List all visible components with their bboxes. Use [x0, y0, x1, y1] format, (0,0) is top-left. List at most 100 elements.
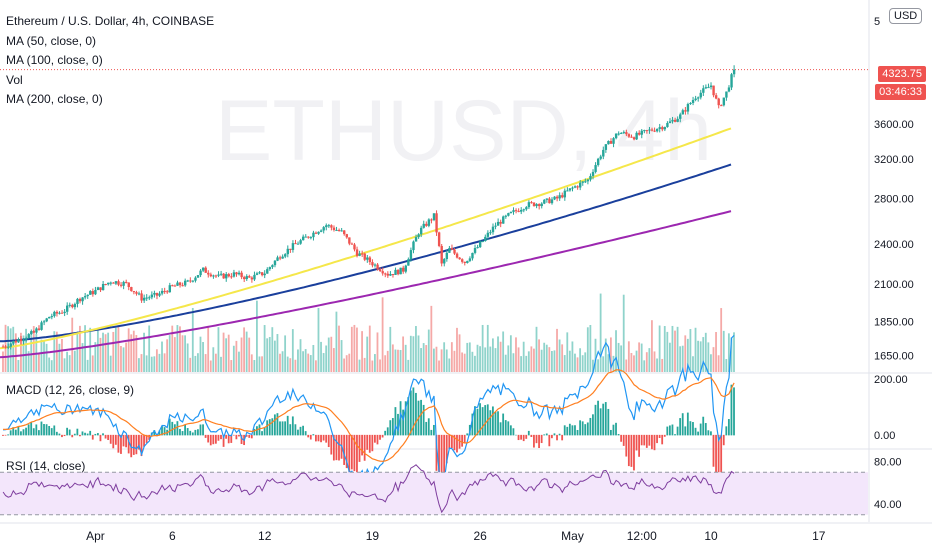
candle-body: [620, 133, 623, 135]
candle-body: [696, 97, 700, 99]
volume-bar: [309, 355, 312, 372]
macd-hist-bar: [571, 425, 574, 436]
volume-bar: [71, 317, 74, 372]
macd-hist-bar: [635, 434, 638, 451]
candle-body: [478, 241, 482, 248]
volume-bar: [556, 328, 558, 372]
legend-ma200[interactable]: MA (200, close, 0): [6, 92, 103, 106]
volume-bar: [491, 338, 494, 372]
candle-body: [360, 253, 364, 255]
macd-hist-bar: [420, 399, 422, 436]
candle-body: [376, 264, 379, 270]
macd-tick-label: 200.00: [874, 374, 908, 386]
macd-hist-bar: [568, 423, 571, 436]
candle-body: [381, 271, 384, 274]
candle-body: [643, 130, 646, 132]
macd-hist-bar: [107, 434, 110, 441]
candle-body: [30, 331, 33, 335]
volume-bar: [284, 335, 287, 372]
candle-body: [178, 282, 182, 286]
volume-bar: [440, 349, 443, 372]
volume-bar: [474, 355, 476, 372]
candle-body: [94, 290, 97, 295]
rsi-panel-title[interactable]: RSI (14, close): [6, 459, 86, 473]
macd-hist-bar: [232, 434, 235, 436]
macd-hist-bar: [445, 434, 448, 464]
candle-body: [522, 209, 525, 211]
volume-bar: [294, 359, 297, 372]
candle-body: [632, 137, 636, 140]
macd-hist-bar: [109, 434, 112, 444]
macd-hist-bar: [117, 434, 120, 453]
macd-hist-bar: [515, 434, 517, 436]
volume-bar: [715, 332, 717, 372]
candle-body: [722, 97, 726, 106]
candle-body: [545, 198, 549, 200]
volume-bar: [386, 350, 389, 372]
macd-hist-bar: [350, 434, 353, 470]
candle-body: [594, 165, 597, 172]
macd-hist-bar: [284, 421, 287, 436]
macd-hist-bar: [363, 434, 366, 461]
candle-body: [335, 229, 338, 231]
volume-bar: [525, 355, 528, 372]
macd-hist-bar: [22, 429, 25, 436]
currency-button[interactable]: USD: [889, 8, 923, 24]
volume-bar: [322, 353, 325, 372]
legend-vol[interactable]: Vol: [6, 72, 23, 87]
candle-body: [473, 248, 477, 253]
candle-body: [589, 175, 592, 180]
candle-body: [171, 285, 174, 287]
volume-bar: [248, 337, 251, 372]
macd-hist-bar: [17, 426, 20, 436]
candle-body: [12, 340, 15, 344]
macd-hist-bar: [14, 429, 17, 436]
candle-body: [260, 272, 264, 276]
volume-bar: [194, 355, 197, 372]
volume-bar: [32, 326, 35, 372]
macd-hist-bar: [538, 434, 540, 449]
macd-hist-bar: [179, 428, 181, 436]
macd-hist-bar: [453, 434, 456, 451]
volume-bar: [350, 326, 353, 372]
candle-body: [486, 232, 490, 237]
macd-hist-bar: [430, 429, 433, 436]
macd-hist-bar: [499, 422, 502, 436]
volume-bar: [25, 328, 27, 372]
volume-bar: [733, 332, 735, 372]
macd-hist-bar: [463, 434, 466, 443]
candle-body: [537, 204, 541, 207]
candle-body: [414, 237, 418, 242]
volume-bar: [674, 330, 676, 372]
volume-bar: [543, 342, 546, 372]
macd-hist-bar: [474, 406, 476, 436]
volume-bar: [484, 347, 487, 372]
macd-panel-title[interactable]: MACD (12, 26, close, 9): [6, 383, 135, 397]
candle-body: [458, 257, 461, 260]
candle-body: [422, 223, 425, 228]
macd-hist-bar: [615, 422, 617, 436]
candle-body: [584, 181, 587, 183]
candle-body: [183, 280, 187, 286]
volume-bar: [645, 352, 648, 372]
volume-bar: [443, 342, 446, 372]
volume-bar: [622, 294, 625, 372]
volume-bar: [40, 339, 43, 372]
macd-hist-bar: [37, 430, 40, 436]
volume-bar: [471, 351, 474, 372]
candle-body: [337, 229, 341, 231]
candle-body: [419, 227, 423, 235]
candle-body: [663, 127, 667, 130]
macd-hist-bar: [50, 428, 53, 436]
volume-bar: [127, 328, 130, 372]
legend-ma100[interactable]: MA (100, close, 0): [6, 53, 103, 67]
macd-hist-bar: [307, 434, 310, 438]
macd-hist-bar: [630, 434, 633, 467]
candle-body: [432, 213, 436, 221]
volume-bar: [153, 356, 156, 372]
price-tick-label: 2400.00: [874, 239, 914, 251]
candle-body: [679, 114, 682, 119]
macd-hist-bar: [86, 433, 89, 436]
legend-ma50[interactable]: MA (50, close, 0): [6, 33, 97, 48]
